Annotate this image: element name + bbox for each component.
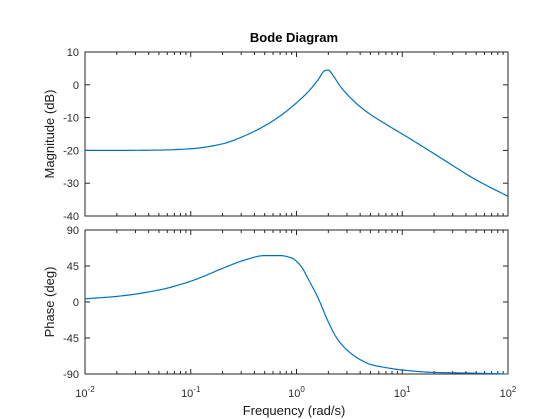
y-tick-label: 45 xyxy=(67,261,79,273)
y-tick-label: 0 xyxy=(73,297,79,309)
y-tick-label: -40 xyxy=(63,211,79,223)
x-tick-label: 10-1 xyxy=(181,385,201,400)
y-tick-label: -45 xyxy=(63,333,79,345)
x-tick-label: 10-2 xyxy=(75,385,95,400)
y-tick-label: -90 xyxy=(63,369,79,381)
series-line xyxy=(84,255,509,375)
x-tick-label: 101 xyxy=(394,385,411,400)
y-tick-label: 10 xyxy=(67,47,79,59)
subplot-magnitude: 10 0 -10 -20 -30 -40 Magnitude (dB) xyxy=(42,47,509,223)
y-tick-label: -30 xyxy=(63,178,79,190)
axes-frame xyxy=(84,229,509,375)
y-tick-label: -20 xyxy=(63,145,79,157)
y-tick-label: 90 xyxy=(67,225,79,237)
x-tick-label: 100 xyxy=(288,385,305,400)
y-tick-label: 0 xyxy=(73,80,79,92)
series-line xyxy=(85,69,509,197)
subplot-phase: 90 45 0 -45 -90 Phase (deg) xyxy=(42,225,509,381)
y-tick-label: -10 xyxy=(63,113,79,125)
x-tick-label: 102 xyxy=(500,385,517,400)
y-axis-label: Phase (deg) xyxy=(42,267,57,338)
y-axis-label: Magnitude (dB) xyxy=(42,90,57,179)
chart-title: Bode Diagram xyxy=(250,30,338,45)
x-axis-label: Frequency (rad/s) xyxy=(243,403,346,418)
axes-frame xyxy=(84,51,509,217)
